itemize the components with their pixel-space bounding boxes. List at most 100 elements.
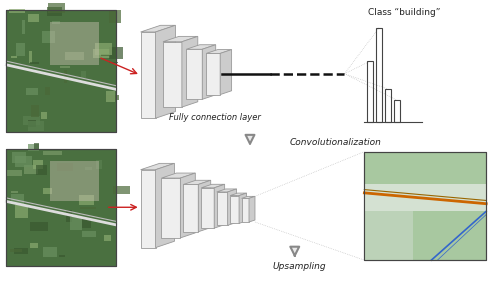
Bar bbox=[44, 151, 62, 155]
Bar bbox=[28, 121, 44, 132]
Polygon shape bbox=[163, 42, 182, 107]
Bar bbox=[30, 105, 38, 117]
Polygon shape bbox=[182, 36, 198, 107]
Bar bbox=[394, 100, 400, 123]
Polygon shape bbox=[230, 193, 246, 196]
Polygon shape bbox=[186, 45, 216, 49]
Bar bbox=[52, 21, 60, 24]
Bar bbox=[60, 67, 70, 68]
Bar bbox=[70, 217, 82, 230]
Polygon shape bbox=[202, 184, 224, 188]
Bar bbox=[42, 31, 55, 43]
Bar bbox=[364, 211, 413, 260]
Polygon shape bbox=[216, 192, 228, 225]
Bar bbox=[364, 152, 486, 260]
Bar bbox=[34, 143, 38, 149]
Bar bbox=[96, 160, 102, 169]
Bar bbox=[14, 157, 32, 167]
Bar bbox=[24, 166, 38, 174]
Polygon shape bbox=[249, 196, 255, 222]
Polygon shape bbox=[230, 196, 239, 223]
Bar bbox=[28, 14, 38, 22]
Bar bbox=[101, 54, 108, 56]
Bar bbox=[367, 61, 374, 123]
Bar bbox=[80, 207, 96, 209]
Bar bbox=[7, 170, 22, 176]
Bar bbox=[41, 112, 48, 119]
Bar bbox=[6, 10, 116, 132]
Bar bbox=[45, 87, 50, 95]
Bar bbox=[11, 191, 18, 193]
Polygon shape bbox=[206, 49, 232, 53]
Bar bbox=[364, 152, 486, 260]
Bar bbox=[384, 89, 391, 123]
Polygon shape bbox=[140, 163, 174, 170]
Text: Class “building”: Class “building” bbox=[368, 8, 440, 17]
Polygon shape bbox=[228, 189, 236, 225]
Bar bbox=[6, 10, 116, 132]
Bar bbox=[66, 51, 84, 60]
Polygon shape bbox=[239, 193, 246, 223]
Bar bbox=[30, 243, 38, 248]
Bar bbox=[33, 160, 43, 169]
Bar bbox=[22, 21, 26, 34]
Bar bbox=[82, 230, 96, 237]
Bar bbox=[12, 56, 16, 58]
Polygon shape bbox=[242, 196, 255, 198]
Polygon shape bbox=[156, 163, 174, 248]
Polygon shape bbox=[180, 173, 196, 238]
Bar bbox=[110, 62, 118, 63]
Bar bbox=[29, 51, 32, 63]
Bar bbox=[58, 163, 74, 171]
Bar bbox=[50, 160, 100, 201]
Bar bbox=[28, 144, 40, 151]
Polygon shape bbox=[162, 178, 180, 238]
Bar bbox=[6, 149, 116, 266]
Polygon shape bbox=[163, 36, 198, 42]
Bar bbox=[6, 149, 116, 266]
Bar bbox=[30, 62, 40, 64]
Polygon shape bbox=[202, 45, 215, 99]
Bar bbox=[58, 255, 65, 257]
Bar bbox=[30, 222, 48, 231]
Bar bbox=[48, 7, 62, 16]
Text: Fully connection layer: Fully connection layer bbox=[170, 113, 261, 122]
Bar bbox=[110, 47, 124, 59]
Bar bbox=[28, 121, 36, 127]
Bar bbox=[364, 184, 486, 211]
Bar bbox=[12, 152, 26, 164]
Bar bbox=[66, 210, 72, 222]
Polygon shape bbox=[162, 173, 196, 178]
Polygon shape bbox=[156, 25, 176, 118]
Polygon shape bbox=[198, 180, 210, 232]
Text: Convolutionalization: Convolutionalization bbox=[290, 138, 382, 147]
Bar bbox=[113, 186, 130, 194]
Bar bbox=[10, 249, 22, 252]
Polygon shape bbox=[214, 184, 224, 228]
Bar bbox=[78, 195, 94, 205]
Bar bbox=[64, 70, 67, 83]
Bar bbox=[36, 165, 47, 175]
Bar bbox=[50, 22, 100, 65]
Bar bbox=[15, 205, 28, 218]
Bar bbox=[11, 194, 24, 204]
Text: Upsampling: Upsampling bbox=[273, 262, 326, 271]
Bar bbox=[106, 95, 119, 101]
Polygon shape bbox=[206, 53, 220, 95]
Bar bbox=[109, 10, 122, 22]
Bar bbox=[95, 43, 112, 55]
Polygon shape bbox=[140, 170, 156, 248]
Polygon shape bbox=[184, 180, 210, 184]
Bar bbox=[376, 28, 382, 123]
Bar bbox=[82, 217, 92, 228]
Bar bbox=[106, 91, 115, 102]
Bar bbox=[48, 3, 64, 13]
Bar bbox=[81, 71, 86, 78]
Bar bbox=[26, 88, 38, 95]
Bar bbox=[104, 235, 110, 241]
Polygon shape bbox=[216, 189, 236, 192]
Bar bbox=[43, 189, 52, 194]
Polygon shape bbox=[140, 25, 175, 32]
Polygon shape bbox=[242, 198, 249, 222]
Bar bbox=[16, 43, 25, 56]
